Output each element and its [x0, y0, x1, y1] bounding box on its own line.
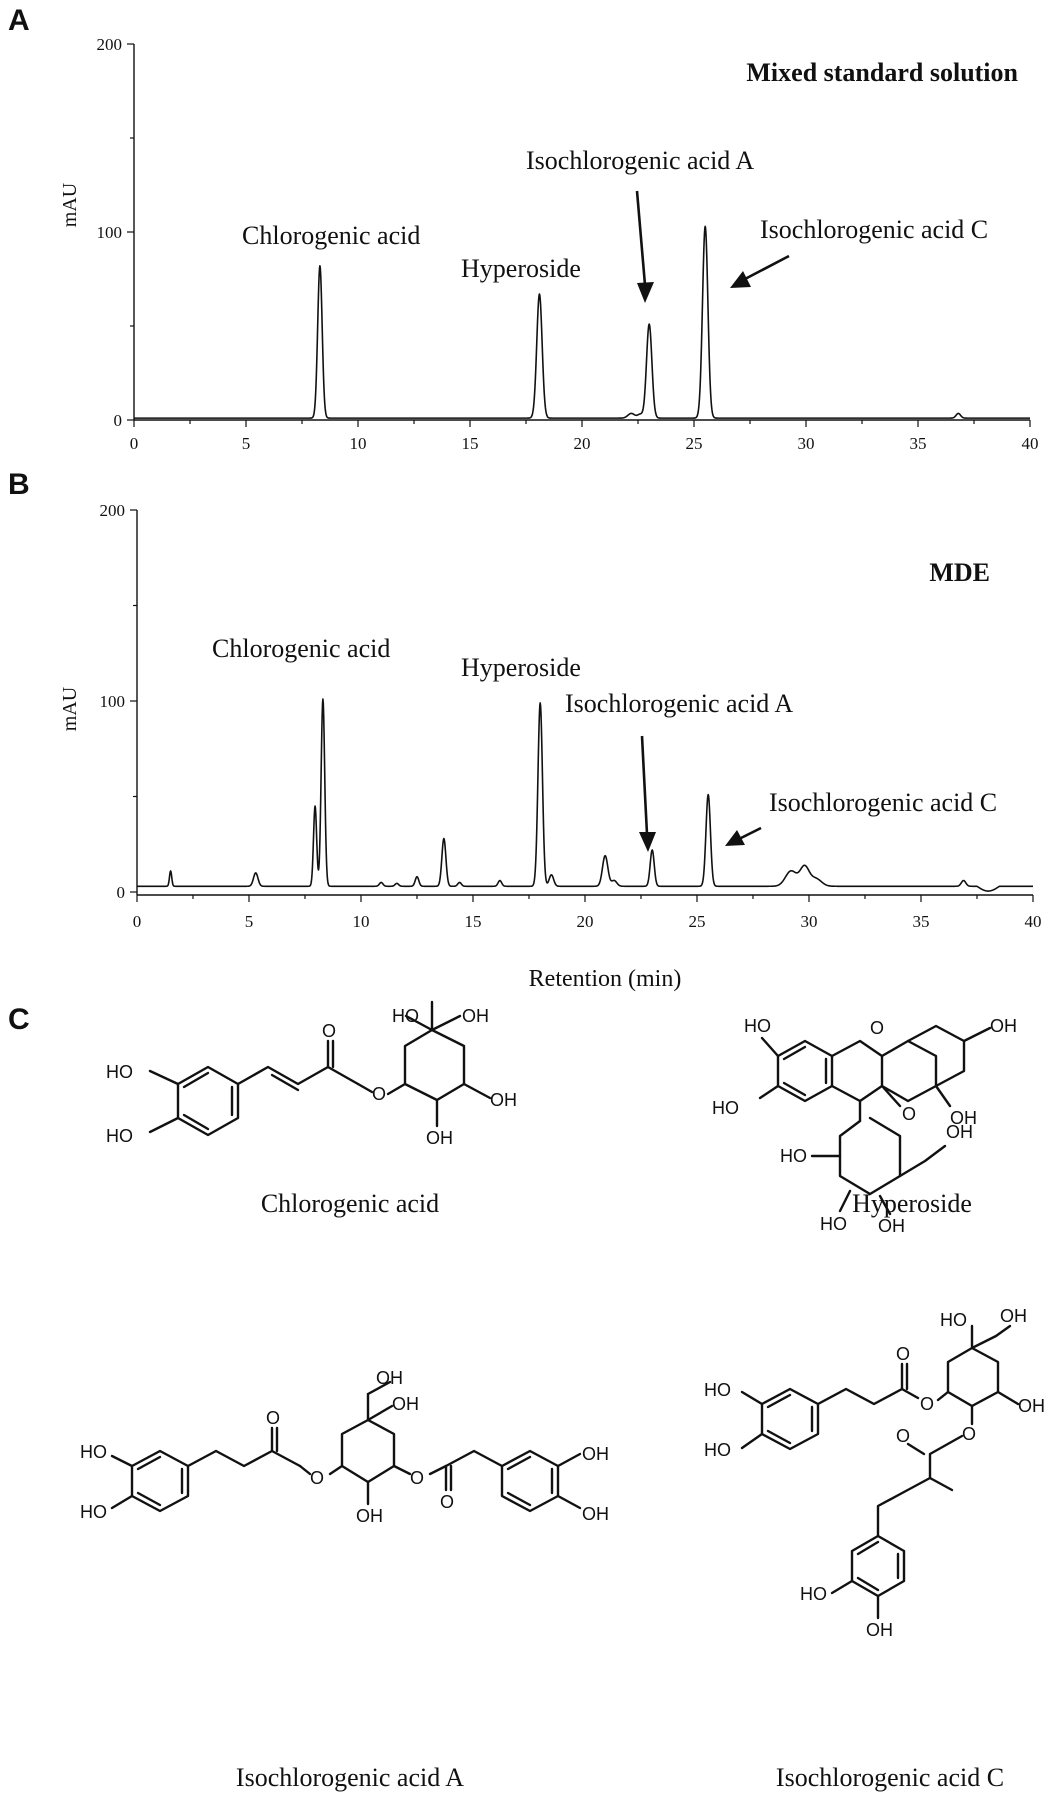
x-tick-label: 5 — [245, 912, 254, 931]
hyperoside-atom-ho-2: HO — [712, 1098, 739, 1118]
isoa-atom-oh-4: OH — [582, 1444, 609, 1464]
isoa-atom-o-3: O — [410, 1468, 424, 1488]
panel-letter-c: C — [8, 1003, 30, 1036]
isoa-atom-oh-2: OH — [392, 1394, 419, 1414]
isoc-atom-oh-1: OH — [1000, 1306, 1027, 1326]
chromatogram-b: MDE mAU Retention (min) 0 5 10 15 20 25 30 35 40… — [59, 501, 1042, 992]
chart-b-title: MDE — [929, 558, 990, 587]
x-tick-label: 10 — [350, 434, 367, 453]
hyperoside-atom-oh-2: OH — [950, 1108, 977, 1128]
chart-a-title: Mixed standard solution — [746, 58, 1018, 87]
hyperoside-atom-ho-1: HO — [744, 1016, 771, 1036]
hyperoside-atom-o-carbonyl: O — [902, 1104, 916, 1124]
x-tick-label: 5 — [242, 434, 251, 453]
isoc-atom-ho-4: HO — [800, 1584, 827, 1604]
x-tick-label: 30 — [798, 434, 815, 453]
chart-b-axes: 0 5 10 15 20 25 30 35 40 0 100 200 — [100, 501, 1042, 931]
chart-a-arrow-isochlorogenic-c — [730, 254, 790, 288]
chlorogenic-atom-o-carbonyl: O — [322, 1021, 336, 1041]
x-tick-label: 20 — [574, 434, 591, 453]
hyperoside-atom-ho-3: HO — [780, 1146, 807, 1166]
chart-b-label-chlorogenic: Chlorogenic acid — [212, 634, 390, 663]
chart-a-label-isochlorogenic-a: Isochlorogenic acid A — [526, 146, 754, 175]
structure-isochlorogenic-acid-a: HO HO O O OH OH O OH O OH OH Isochloroge… — [80, 1368, 609, 1792]
chart-a-label-hyperoside: Hyperoside — [461, 254, 581, 283]
chlorogenic-atom-ho-1: HO — [106, 1062, 133, 1082]
structure-chlorogenic-acid: HO HO O O HO OH OH OH Chlorogenic acid — [106, 1000, 517, 1218]
isoc-atom-o-3: O — [962, 1424, 976, 1444]
chart-a-axes: 0 5 10 15 20 25 30 35 40 0 100 200 — [97, 35, 1039, 453]
hyperoside-atom-ho-4: HO — [820, 1214, 847, 1234]
caption-hyperoside: Hyperoside — [852, 1189, 972, 1218]
caption-chlorogenic-acid: Chlorogenic acid — [261, 1189, 439, 1218]
panel-letter-a: A — [8, 4, 30, 37]
chart-a-trace — [133, 225, 1031, 419]
isoa-atom-ho-1: HO — [80, 1442, 107, 1462]
isoc-atom-oh-2: OH — [1018, 1396, 1045, 1416]
isoa-atom-oh-5: OH — [582, 1504, 609, 1524]
x-tick-label: 40 — [1022, 434, 1039, 453]
x-tick-label: 15 — [462, 434, 479, 453]
y-tick-label: 200 — [97, 35, 123, 54]
chart-b-trace — [136, 698, 1034, 892]
hyperoside-atom-o-ring: O — [870, 1018, 884, 1038]
x-tick-label: 20 — [577, 912, 594, 931]
y-tick-label: 200 — [100, 501, 126, 520]
x-tick-label: 0 — [133, 912, 142, 931]
x-tick-label: 25 — [686, 434, 703, 453]
y-tick-label: 100 — [100, 692, 126, 711]
isoc-atom-o-1: O — [896, 1344, 910, 1364]
structure-hyperoside: HO HO O OH OH O HO HO OH OH Hyperoside — [712, 1016, 1017, 1236]
x-tick-label: 0 — [130, 434, 139, 453]
chlorogenic-atom-oh-3: OH — [426, 1128, 453, 1148]
chlorogenic-atom-o-ester: O — [372, 1084, 386, 1104]
x-tick-label: 25 — [689, 912, 706, 931]
x-tick-label: 30 — [801, 912, 818, 931]
isoa-atom-o-1: O — [266, 1408, 280, 1428]
chart-a-label-chlorogenic: Chlorogenic acid — [242, 221, 420, 250]
isoa-atom-o-4: O — [440, 1492, 454, 1512]
isoc-atom-o-4: O — [896, 1426, 910, 1446]
x-tick-label: 35 — [913, 912, 930, 931]
hyperoside-atom-oh-3: OH — [878, 1216, 905, 1236]
hyperoside-atom-oh-4: OH — [946, 1122, 973, 1142]
isoc-atom-ho-2: HO — [704, 1440, 731, 1460]
chlorogenic-atom-oh-1: OH — [462, 1006, 489, 1026]
chlorogenic-atom-oh-2: OH — [490, 1090, 517, 1110]
chart-b-label-isochlorogenic-c: Isochlorogenic acid C — [769, 788, 997, 817]
chlorogenic-atom-ho-3: HO — [392, 1006, 419, 1026]
structure-isochlorogenic-acid-c: HO HO O O HO OH OH O O HO OH Isochloroge… — [704, 1306, 1045, 1792]
chromatogram-a: Mixed standard solution mAU 0 5 10 15 20 25 30… — [59, 35, 1039, 453]
chart-a-arrow-isochlorogenic-a — [635, 190, 654, 303]
x-tick-label: 40 — [1025, 912, 1042, 931]
chart-b-label-isochlorogenic-a: Isochlorogenic acid A — [565, 689, 793, 718]
isoc-atom-oh-3: OH — [866, 1620, 893, 1640]
chart-b-arrow-isochlorogenic-a — [639, 735, 656, 852]
chart-b-y-label: mAU — [59, 686, 81, 731]
chart-b-label-hyperoside: Hyperoside — [461, 653, 581, 682]
panel-letter-b: B — [8, 468, 30, 501]
y-tick-label: 0 — [114, 411, 123, 430]
caption-isochlorogenic-acid-a: Isochlorogenic acid A — [236, 1763, 464, 1792]
y-tick-label: 0 — [117, 883, 126, 902]
hyperoside-atom-oh-1: OH — [990, 1016, 1017, 1036]
chart-b-arrow-isochlorogenic-c — [725, 826, 762, 846]
x-tick-label: 35 — [910, 434, 927, 453]
isoa-atom-o-2: O — [310, 1468, 324, 1488]
isoa-atom-oh-1: OH — [376, 1368, 403, 1388]
chemical-structures: HO HO O O HO OH OH OH Chlorogenic acid H… — [80, 1000, 1045, 1792]
x-tick-label: 15 — [465, 912, 482, 931]
chart-b-x-label: Retention (min) — [529, 966, 682, 992]
y-tick-label: 100 — [97, 223, 123, 242]
isoa-atom-oh-3: OH — [356, 1506, 383, 1526]
chlorogenic-atom-ho-2: HO — [106, 1126, 133, 1146]
chart-a-y-label: mAU — [59, 182, 81, 227]
caption-isochlorogenic-acid-c: Isochlorogenic acid C — [776, 1763, 1004, 1792]
isoa-atom-ho-2: HO — [80, 1502, 107, 1522]
x-tick-label: 10 — [353, 912, 370, 931]
isoc-atom-o-2: O — [920, 1394, 934, 1414]
isoc-atom-ho-1: HO — [704, 1380, 731, 1400]
chart-a-label-isochlorogenic-c: Isochlorogenic acid C — [760, 215, 988, 244]
isoc-atom-ho-3: HO — [940, 1310, 967, 1330]
